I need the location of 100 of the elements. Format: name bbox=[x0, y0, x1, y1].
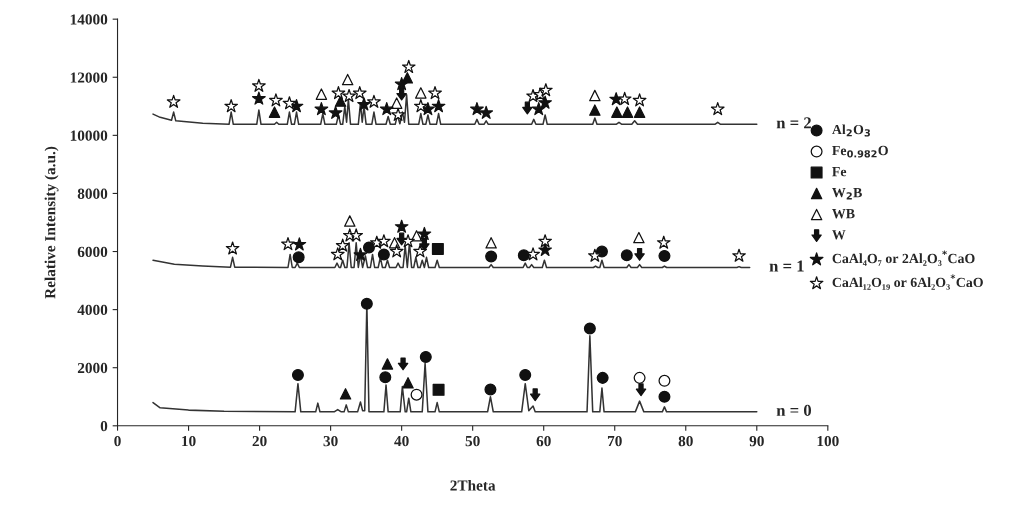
x-tick-label: 90 bbox=[749, 435, 764, 447]
point bbox=[397, 357, 409, 371]
point bbox=[517, 249, 530, 262]
x-tick-label: 100 bbox=[817, 435, 839, 447]
point bbox=[224, 99, 239, 113]
point bbox=[526, 247, 540, 261]
point bbox=[589, 89, 601, 102]
legend-label: Fe bbox=[832, 167, 847, 177]
point bbox=[410, 388, 423, 401]
y-tick-label: 4000 bbox=[77, 304, 108, 316]
point bbox=[417, 226, 432, 241]
x-tick-label: 50 bbox=[465, 435, 480, 447]
point bbox=[282, 96, 297, 110]
x-tick-label: 80 bbox=[678, 435, 693, 447]
point bbox=[391, 107, 405, 121]
point bbox=[538, 234, 553, 248]
point bbox=[314, 101, 329, 116]
point bbox=[339, 388, 352, 400]
point bbox=[538, 83, 553, 97]
point bbox=[292, 251, 305, 264]
point bbox=[360, 297, 373, 310]
x-tick-label: 70 bbox=[607, 435, 622, 447]
point bbox=[732, 248, 746, 262]
x-tick-label: 0 bbox=[114, 435, 121, 447]
annotation: n = 0 bbox=[776, 404, 812, 417]
point bbox=[166, 94, 181, 108]
x-tick-label: 60 bbox=[536, 435, 551, 447]
point bbox=[315, 88, 328, 100]
point bbox=[632, 93, 647, 107]
x-axis-title: 2Theta bbox=[450, 479, 496, 491]
y-axis-title: Relative Intensity (a.u.) bbox=[44, 146, 59, 299]
point bbox=[390, 97, 403, 109]
point bbox=[402, 377, 414, 389]
y-tick-label: 12000 bbox=[70, 72, 108, 83]
point bbox=[328, 105, 343, 119]
y-tick-label: 14000 bbox=[70, 14, 108, 25]
point bbox=[394, 77, 409, 91]
point bbox=[658, 390, 671, 403]
x-tick-label: 10 bbox=[182, 435, 196, 447]
point bbox=[538, 95, 553, 109]
point bbox=[251, 78, 266, 92]
point bbox=[292, 237, 307, 251]
point bbox=[470, 101, 484, 116]
point bbox=[589, 104, 601, 116]
point bbox=[401, 59, 416, 74]
point bbox=[341, 73, 354, 86]
x-tick-label: 20 bbox=[252, 435, 267, 447]
legend-label: Fe$_{0.982}$O bbox=[832, 145, 888, 158]
point bbox=[485, 250, 498, 263]
point bbox=[413, 99, 428, 113]
point bbox=[621, 106, 634, 118]
point bbox=[377, 248, 390, 261]
point bbox=[353, 247, 368, 261]
point bbox=[415, 87, 427, 99]
annotation: n = 1 bbox=[769, 260, 804, 272]
point bbox=[413, 244, 428, 258]
x-tick-label: 30 bbox=[323, 435, 338, 447]
point bbox=[331, 86, 346, 100]
point bbox=[485, 237, 497, 249]
point bbox=[633, 371, 646, 384]
point bbox=[394, 219, 409, 233]
point bbox=[658, 249, 671, 262]
point bbox=[658, 374, 671, 387]
point bbox=[281, 237, 295, 251]
point bbox=[428, 86, 442, 100]
point bbox=[330, 247, 345, 261]
legend-label: CaAl₄O₇ or 2Al₂O₃$^{*}$CaO bbox=[832, 250, 975, 266]
point bbox=[431, 242, 444, 255]
point bbox=[225, 241, 240, 255]
point bbox=[633, 106, 646, 118]
point bbox=[268, 106, 281, 118]
point bbox=[379, 101, 394, 116]
point bbox=[522, 101, 533, 115]
point bbox=[656, 235, 671, 249]
point bbox=[396, 87, 407, 101]
point bbox=[349, 228, 364, 242]
legend-label: WB bbox=[832, 209, 855, 219]
x-tick-label: 40 bbox=[394, 435, 409, 447]
y-tick-label: 6000 bbox=[77, 246, 108, 257]
point bbox=[617, 91, 632, 105]
point bbox=[251, 91, 266, 105]
point bbox=[583, 322, 596, 335]
point bbox=[587, 248, 602, 262]
point bbox=[419, 350, 432, 363]
point bbox=[381, 358, 394, 370]
point bbox=[389, 244, 404, 258]
point bbox=[529, 388, 541, 402]
point bbox=[484, 383, 497, 396]
point bbox=[519, 368, 532, 381]
point bbox=[710, 101, 725, 116]
point bbox=[342, 88, 356, 103]
point bbox=[379, 371, 392, 384]
point bbox=[620, 249, 633, 262]
point bbox=[634, 247, 645, 261]
point bbox=[431, 99, 446, 113]
point bbox=[335, 238, 350, 252]
point bbox=[479, 105, 494, 119]
legend-label: W$_{2}$B bbox=[832, 188, 862, 200]
point bbox=[367, 94, 381, 108]
y-tick-label: 8000 bbox=[77, 188, 108, 199]
